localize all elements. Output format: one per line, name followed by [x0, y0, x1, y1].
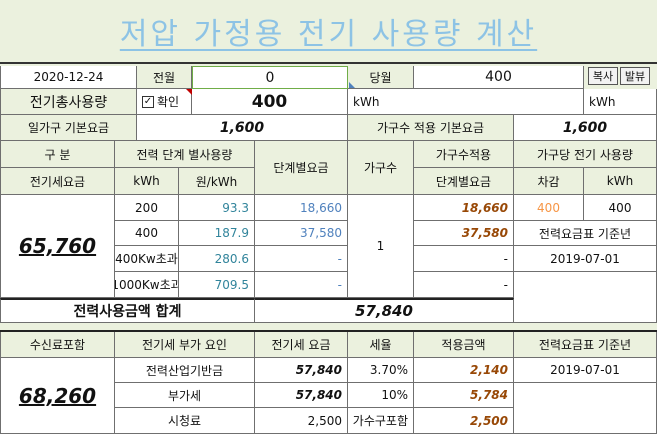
households-value: 1 [348, 195, 414, 298]
corner-marker [349, 82, 355, 88]
step-fee: - [255, 272, 348, 298]
factor-name: 전력산업기반금 [115, 358, 255, 383]
step-fee: 18,660 [255, 195, 348, 221]
hh-applied-header: 가구수적용 [414, 141, 514, 168]
hh-basic-fee-value: 1,600 [514, 115, 657, 141]
step-usage-header: 전력 단계 별사용량 [115, 141, 255, 168]
checkbox-icon[interactable]: ✓ [142, 95, 154, 108]
copy-button[interactable]: 복사 [588, 67, 618, 85]
total-fee-value: 65,760 [18, 234, 97, 258]
step-applied: 37,580 [414, 221, 514, 246]
send-button[interactable]: 발뷰 [620, 67, 650, 85]
step-fee-header: 단계별요금 [255, 141, 348, 195]
step-kwh: 400 [115, 221, 179, 246]
lower-h4: 세율 [348, 332, 414, 358]
lower-h1: 수신료포함 [0, 332, 115, 358]
total-fee-cell: 65,760 [0, 195, 115, 298]
section-divider [0, 324, 657, 332]
lower-total-cell: 68,260 [0, 358, 115, 434]
rate-table-date: 2019-07-01 [514, 246, 657, 272]
step-kwh: 1000Kw초과 [115, 272, 179, 298]
empty-cell [514, 272, 657, 323]
comment-marker [186, 89, 192, 95]
basic-fee-label: 일가구 기본요금 [0, 115, 137, 141]
prev-month-input[interactable]: 0 [192, 66, 348, 89]
step-rate: 187.9 [179, 221, 255, 246]
curr-month-input[interactable]: 400 [414, 66, 584, 89]
lower-h2: 전기세 부가 요인 [115, 332, 255, 358]
factor-name: 시청료 [115, 408, 255, 434]
lower-total-value: 68,260 [18, 383, 97, 408]
date-cell: 2020-12-24 [0, 66, 137, 89]
basic-fee-value: 1,600 [137, 115, 348, 141]
gubun-header: 구 분 [0, 141, 115, 168]
sum-value: 57,840 [255, 298, 514, 323]
lower-h5: 적용금액 [414, 332, 514, 358]
sum-label: 전력사용금액 합계 [0, 298, 255, 323]
step-applied: 18,660 [414, 195, 514, 221]
confirm-label: 확인 [157, 95, 180, 109]
kwh-value: 400 [584, 195, 657, 221]
step-fee: - [255, 246, 348, 272]
step-rate: 93.3 [179, 195, 255, 221]
kwh-header: kWh [115, 168, 179, 195]
factor-fee: 2,500 [255, 408, 348, 434]
factor-applied: 2,140 [414, 358, 514, 383]
factor-name: 부가세 [115, 383, 255, 408]
step-fee-header-2: 단계별요금 [414, 168, 514, 195]
total-usage-label: 전기총사용량 [0, 89, 137, 115]
empty-cell [514, 383, 657, 434]
kwh-header-2: kWh [584, 168, 657, 195]
unit-kwh-2: kWh [584, 89, 657, 115]
step-applied: - [414, 272, 514, 298]
lower-date: 2019-07-01 [514, 358, 657, 383]
factor-applied: 5,784 [414, 383, 514, 408]
prev-month-label: 전월 [137, 66, 192, 89]
confirm-checkbox[interactable]: ✓ 확인 [137, 89, 192, 115]
factor-fee: 57,840 [255, 383, 348, 408]
factor-fee: 57,840 [255, 358, 348, 383]
factor-rate: 10% [348, 383, 414, 408]
step-applied: - [414, 246, 514, 272]
diff-value: 400 [514, 195, 584, 221]
factor-rate: 3.70% [348, 358, 414, 383]
lower-h3: 전기세 요금 [255, 332, 348, 358]
lower-h6: 전력요금표 기준년 [514, 332, 657, 358]
hh-basic-fee-label: 가구수 적용 기본요금 [348, 115, 514, 141]
step-fee: 37,580 [255, 221, 348, 246]
step-rate: 280.6 [179, 246, 255, 272]
total-usage-value: 400 [192, 89, 348, 115]
step-kwh: 200 [115, 195, 179, 221]
elec-fee-header: 전기세요금 [0, 168, 115, 195]
won-kwh-header: 원/kWh [179, 168, 255, 195]
curr-month-label: 당월 [348, 66, 414, 89]
step-kwh: 400Kw초과 [115, 246, 179, 272]
step-rate: 709.5 [179, 272, 255, 298]
per-hh-usage-header: 가구당 전기 사용량 [514, 141, 657, 168]
unit-kwh-1: kWh [348, 89, 584, 115]
factor-applied: 2,500 [414, 408, 514, 434]
diff-header: 차감 [514, 168, 584, 195]
page-title: 저압 가정용 전기 사용량 계산 [0, 0, 657, 64]
households-header: 가구수 [348, 141, 414, 195]
rate-table-label: 전력요금표 기준년 [514, 221, 657, 246]
factor-rate: 가수구포함 [348, 408, 414, 434]
